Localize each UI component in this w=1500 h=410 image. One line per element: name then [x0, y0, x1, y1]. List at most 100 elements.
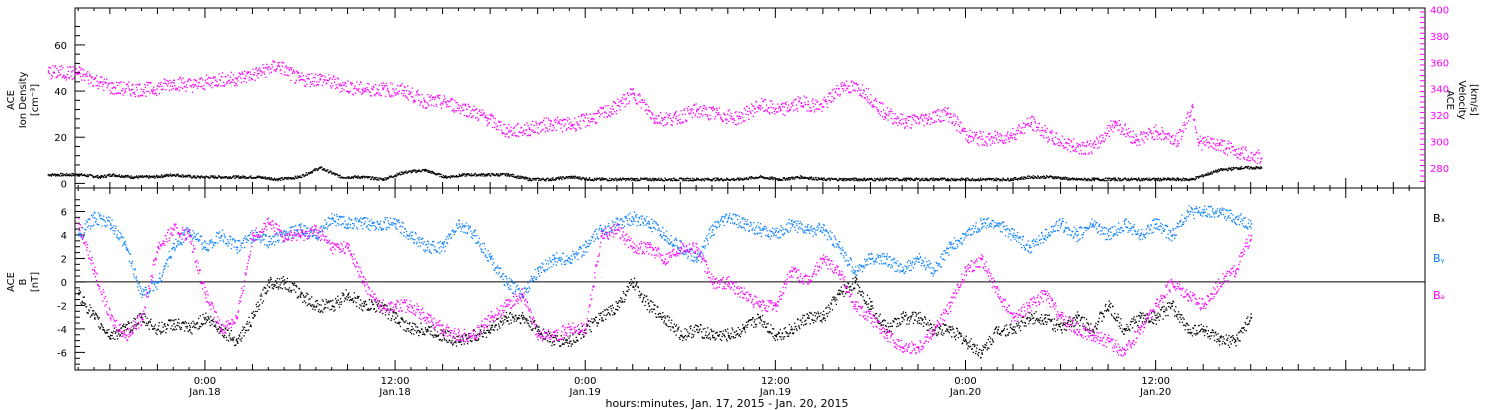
- series-bx: [78, 275, 1253, 359]
- velocity-point: [211, 87, 213, 89]
- density-point: [608, 180, 610, 182]
- velocity-point: [981, 144, 983, 146]
- density-point: [633, 178, 635, 181]
- velocity-point: [1229, 142, 1231, 144]
- velocity-point: [66, 77, 68, 79]
- density-point: [818, 177, 820, 179]
- velocity-point: [495, 128, 498, 130]
- density-point: [186, 175, 189, 177]
- density-point: [651, 178, 653, 180]
- velocity-point: [531, 130, 533, 132]
- velocity-point: [112, 82, 114, 85]
- velocity-point: [773, 107, 775, 109]
- velocity-point: [122, 94, 124, 96]
- velocity-point: [427, 94, 429, 96]
- velocity-point: [97, 84, 99, 87]
- density-point: [910, 178, 912, 181]
- velocity-point: [1214, 148, 1216, 150]
- velocity-point: [866, 99, 868, 101]
- velocity-point: [495, 123, 497, 125]
- velocity-point: [269, 72, 271, 74]
- velocity-point: [429, 99, 431, 102]
- density-point: [868, 179, 870, 181]
- velocity-point: [556, 119, 558, 121]
- velocity-point: [145, 95, 147, 97]
- density-point: [386, 177, 388, 179]
- velocity-point: [57, 75, 59, 77]
- density-point: [1012, 178, 1014, 180]
- density-point: [960, 179, 962, 182]
- velocity-point: [487, 122, 489, 125]
- velocity-point: [1111, 124, 1114, 126]
- density-point: [460, 174, 463, 176]
- velocity-point: [1182, 124, 1184, 126]
- velocity-point: [373, 86, 375, 89]
- velocity-point: [417, 89, 419, 92]
- velocity-point: [1184, 124, 1186, 126]
- density-point: [889, 177, 891, 179]
- density-point: [361, 177, 363, 179]
- density-point: [220, 177, 222, 180]
- velocity-point: [881, 102, 883, 104]
- velocity-point: [1187, 111, 1189, 113]
- x-tick-day-label: Jan.20: [1139, 387, 1171, 398]
- density-point: [138, 175, 140, 177]
- velocity-point: [402, 95, 404, 97]
- velocity-point: [417, 94, 419, 96]
- density-point: [598, 177, 601, 179]
- velocity-point: [210, 82, 213, 85]
- velocity-point: [622, 94, 625, 96]
- velocity-point: [873, 99, 875, 102]
- density-point: [892, 177, 894, 180]
- density-point: [347, 176, 349, 179]
- velocity-point: [150, 81, 152, 84]
- density-point: [302, 174, 305, 176]
- density-point: [874, 177, 876, 180]
- velocity-point: [119, 82, 121, 84]
- velocity-point: [1211, 138, 1214, 140]
- density-point: [1096, 177, 1098, 180]
- velocity-point: [281, 65, 284, 67]
- velocity-point: [897, 117, 900, 119]
- density-point: [916, 179, 919, 181]
- density-point: [239, 176, 241, 178]
- density-point: [750, 176, 753, 178]
- velocity-point: [1129, 136, 1131, 138]
- velocity-point: [634, 98, 636, 101]
- velocity-point: [738, 111, 741, 113]
- velocity-point: [833, 97, 835, 99]
- density-point: [845, 179, 848, 181]
- velocity-point: [682, 121, 685, 124]
- velocity-point: [791, 103, 793, 105]
- velocity-point: [142, 94, 144, 97]
- velocity-point: [847, 85, 849, 87]
- density-point: [1217, 168, 1220, 170]
- density-point: [571, 176, 574, 179]
- density-point: [873, 179, 875, 182]
- density-point: [1075, 178, 1077, 181]
- density-point: [374, 178, 376, 180]
- density-point: [209, 176, 211, 179]
- velocity-point: [911, 124, 913, 126]
- velocity-point: [720, 116, 722, 118]
- velocity-point: [1069, 151, 1072, 153]
- velocity-point: [1235, 148, 1237, 150]
- velocity-point: [912, 119, 915, 121]
- density-point: [549, 178, 551, 180]
- density-point: [1167, 177, 1170, 179]
- velocity-point: [845, 80, 848, 82]
- density-point: [643, 177, 645, 179]
- velocity-point: [1054, 143, 1056, 146]
- density-point: [1159, 180, 1161, 182]
- velocity-point: [1063, 138, 1066, 141]
- velocity-point: [316, 84, 319, 86]
- velocity-point: [560, 127, 562, 129]
- x-tick-day-label: Jan.18: [188, 387, 220, 398]
- velocity-point: [1085, 145, 1087, 148]
- density-point: [348, 175, 350, 178]
- velocity-point: [1101, 140, 1103, 142]
- density-point: [305, 174, 307, 176]
- velocity-point: [664, 124, 666, 126]
- velocity-point: [1024, 124, 1027, 127]
- velocity-point: [1020, 127, 1022, 129]
